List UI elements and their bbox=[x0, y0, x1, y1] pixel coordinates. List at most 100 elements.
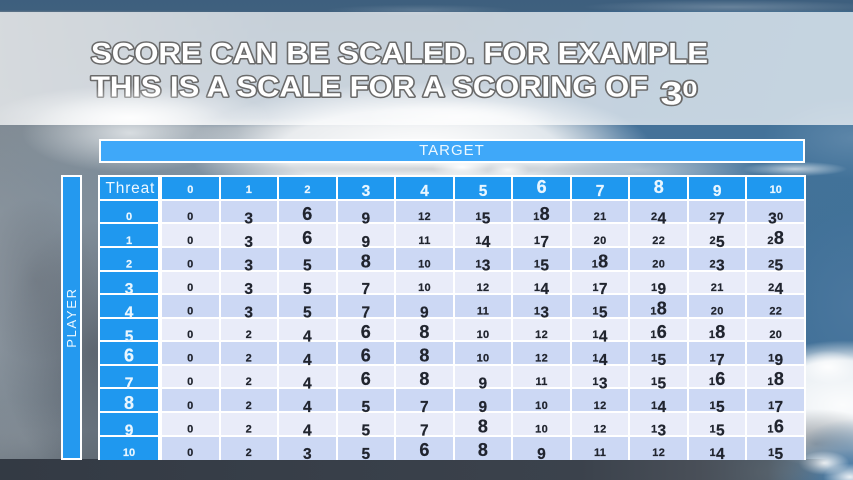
svg-text:4: 4 bbox=[303, 423, 312, 440]
svg-text:8: 8 bbox=[361, 251, 371, 271]
svg-text:0: 0 bbox=[187, 329, 193, 341]
svg-text:0: 0 bbox=[187, 424, 193, 436]
svg-text:SCORE CAN BE SCALED. FOR EXAMP: SCORE CAN BE SCALED. FOR EXAMPLE bbox=[91, 38, 708, 70]
svg-text:24: 24 bbox=[768, 281, 783, 298]
svg-text:15: 15 bbox=[651, 376, 666, 393]
svg-text:4: 4 bbox=[303, 399, 312, 416]
svg-text:2: 2 bbox=[126, 258, 132, 270]
svg-text:2: 2 bbox=[246, 400, 252, 412]
svg-text:14: 14 bbox=[475, 234, 490, 251]
svg-text:Threat: Threat bbox=[106, 180, 156, 197]
svg-text:13: 13 bbox=[534, 305, 549, 322]
svg-text:8: 8 bbox=[124, 393, 134, 413]
svg-text:0: 0 bbox=[126, 211, 132, 223]
svg-text:8: 8 bbox=[654, 177, 664, 197]
svg-text:3: 3 bbox=[362, 183, 371, 200]
svg-text:5: 5 bbox=[361, 446, 370, 463]
svg-text:0: 0 bbox=[187, 306, 193, 318]
svg-text:16: 16 bbox=[650, 322, 667, 342]
svg-text:9: 9 bbox=[479, 399, 488, 416]
svg-text:21: 21 bbox=[594, 211, 607, 223]
svg-text:7: 7 bbox=[125, 376, 134, 393]
svg-text:0: 0 bbox=[187, 400, 193, 412]
svg-text:0: 0 bbox=[187, 211, 193, 223]
svg-text:4: 4 bbox=[303, 352, 312, 369]
svg-text:20: 20 bbox=[594, 235, 607, 247]
svg-text:4: 4 bbox=[125, 305, 134, 322]
svg-text:9: 9 bbox=[420, 305, 429, 322]
svg-text:5: 5 bbox=[303, 281, 312, 298]
svg-text:17: 17 bbox=[534, 234, 549, 251]
svg-text:8: 8 bbox=[419, 322, 429, 342]
svg-text:5: 5 bbox=[303, 258, 312, 275]
svg-text:3: 3 bbox=[244, 281, 253, 298]
svg-text:14: 14 bbox=[592, 352, 607, 369]
svg-text:8: 8 bbox=[478, 440, 488, 460]
svg-text:8: 8 bbox=[419, 346, 429, 366]
svg-text:1: 1 bbox=[246, 184, 252, 196]
svg-text:2: 2 bbox=[246, 447, 252, 459]
svg-text:0: 0 bbox=[187, 258, 193, 270]
svg-text:10: 10 bbox=[535, 400, 548, 412]
svg-text:5: 5 bbox=[125, 328, 134, 345]
svg-text:18: 18 bbox=[533, 204, 550, 224]
svg-text:11: 11 bbox=[594, 447, 606, 459]
svg-text:19: 19 bbox=[651, 281, 666, 298]
svg-text:17: 17 bbox=[768, 399, 783, 416]
svg-text:15: 15 bbox=[534, 258, 549, 275]
svg-text:16: 16 bbox=[709, 369, 726, 389]
svg-text:7: 7 bbox=[420, 423, 429, 440]
svg-text:6: 6 bbox=[302, 228, 312, 248]
svg-text:15: 15 bbox=[651, 352, 666, 369]
svg-text:11: 11 bbox=[477, 306, 489, 318]
svg-text:17: 17 bbox=[592, 281, 607, 298]
svg-text:14: 14 bbox=[710, 446, 725, 463]
svg-text:3: 3 bbox=[244, 305, 253, 322]
svg-text:23: 23 bbox=[710, 258, 725, 275]
svg-text:6: 6 bbox=[537, 177, 547, 197]
svg-text:5: 5 bbox=[361, 423, 370, 440]
svg-text:24: 24 bbox=[651, 211, 666, 228]
svg-text:6: 6 bbox=[302, 204, 312, 224]
svg-text:15: 15 bbox=[592, 305, 607, 322]
svg-text:7: 7 bbox=[361, 281, 370, 298]
svg-text:3: 3 bbox=[303, 446, 312, 463]
svg-text:14: 14 bbox=[592, 328, 607, 345]
svg-text:9: 9 bbox=[125, 423, 134, 440]
svg-text:6: 6 bbox=[124, 346, 134, 366]
svg-text:12: 12 bbox=[594, 424, 607, 436]
svg-text:14: 14 bbox=[651, 399, 666, 416]
svg-text:10: 10 bbox=[477, 329, 490, 341]
svg-text:8: 8 bbox=[478, 417, 488, 437]
svg-text:27: 27 bbox=[710, 211, 725, 228]
svg-text:21: 21 bbox=[711, 282, 724, 294]
svg-text:22: 22 bbox=[769, 306, 782, 318]
svg-text:3: 3 bbox=[244, 258, 253, 275]
svg-text:3: 3 bbox=[125, 281, 134, 298]
svg-text:10: 10 bbox=[418, 282, 431, 294]
svg-text:0: 0 bbox=[187, 184, 193, 196]
svg-text:30: 30 bbox=[768, 211, 783, 228]
svg-text:10: 10 bbox=[535, 424, 548, 436]
svg-text:10: 10 bbox=[770, 184, 782, 196]
svg-text:5: 5 bbox=[479, 183, 488, 200]
svg-text:9: 9 bbox=[361, 234, 370, 251]
svg-text:7: 7 bbox=[420, 399, 429, 416]
svg-text:6: 6 bbox=[361, 322, 371, 342]
svg-text:1: 1 bbox=[126, 235, 132, 247]
svg-text:0: 0 bbox=[187, 353, 193, 365]
svg-text:12: 12 bbox=[418, 211, 431, 223]
svg-text:17: 17 bbox=[710, 352, 725, 369]
svg-text:15: 15 bbox=[768, 446, 783, 463]
svg-text:2: 2 bbox=[246, 353, 252, 365]
svg-text:8: 8 bbox=[419, 369, 429, 389]
svg-text:18: 18 bbox=[767, 369, 784, 389]
svg-text:4: 4 bbox=[303, 376, 312, 393]
svg-text:12: 12 bbox=[652, 447, 665, 459]
svg-text:10: 10 bbox=[477, 353, 490, 365]
svg-text:12: 12 bbox=[535, 353, 548, 365]
svg-text:2: 2 bbox=[246, 424, 252, 436]
svg-text:18: 18 bbox=[709, 322, 726, 342]
svg-text:18: 18 bbox=[650, 299, 667, 319]
svg-text:11: 11 bbox=[535, 376, 547, 388]
